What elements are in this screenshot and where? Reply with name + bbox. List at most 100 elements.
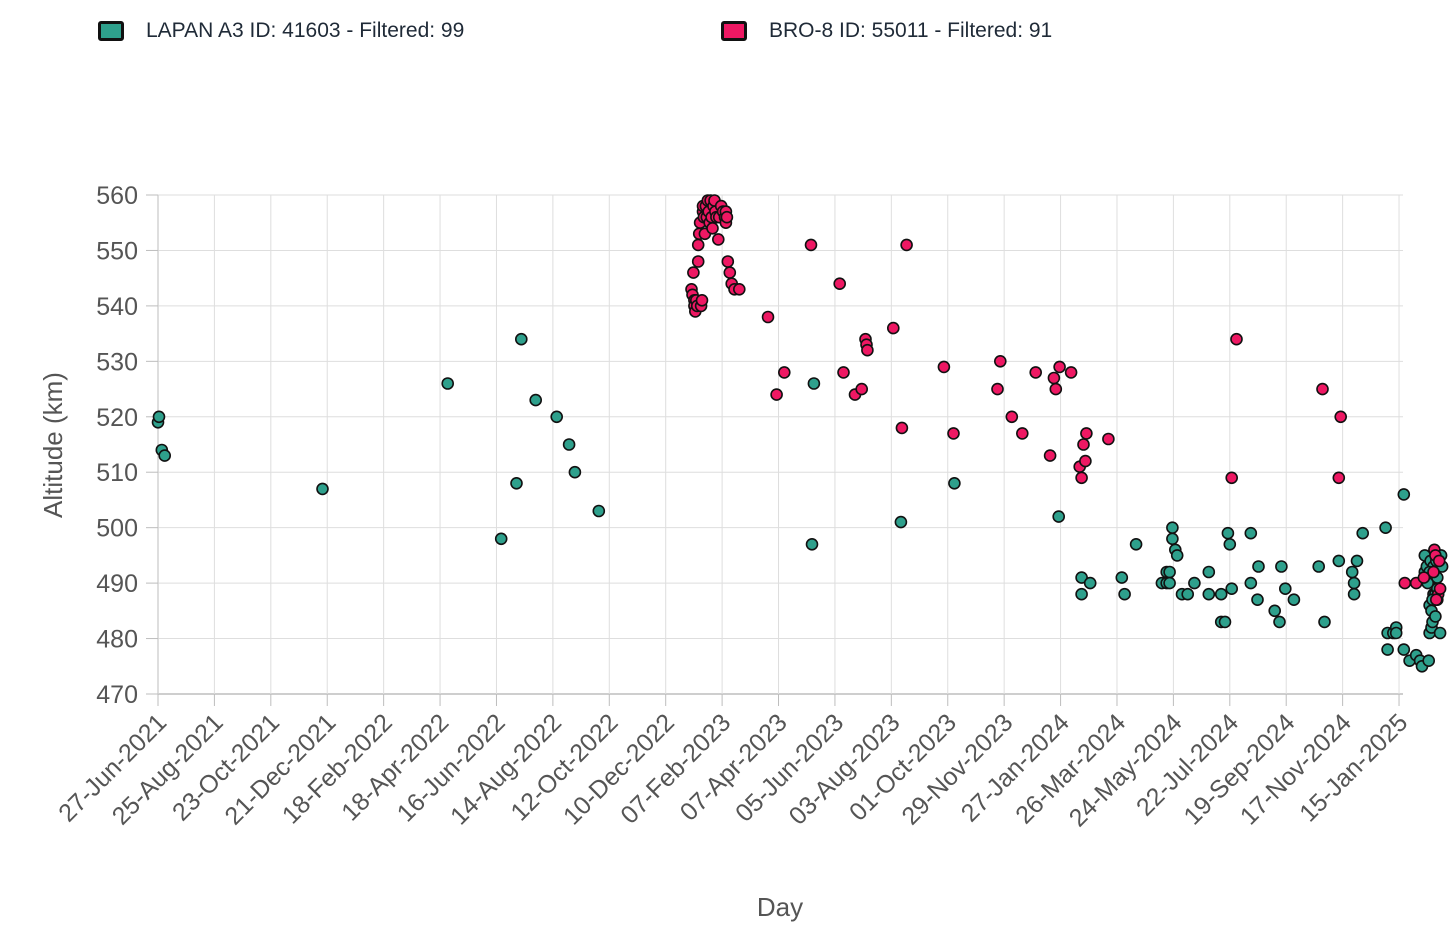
data-point[interactable] [494, 532, 508, 546]
data-point[interactable] [1345, 565, 1359, 579]
data-point[interactable] [804, 238, 818, 252]
data-point[interactable] [592, 504, 606, 518]
data-point[interactable] [1225, 471, 1238, 485]
data-point[interactable] [993, 354, 1007, 368]
data-point[interactable] [894, 515, 908, 529]
data-point[interactable] [1275, 560, 1288, 573]
data-point[interactable] [837, 366, 850, 379]
data-point[interactable] [1163, 576, 1176, 590]
data-point[interactable] [1429, 610, 1442, 623]
legend-item-bro-8[interactable]: BRO-8 ID: 55011 - Filtered: 91 [721, 16, 1052, 46]
data-point[interactable] [1064, 366, 1078, 379]
data-point[interactable] [1427, 565, 1440, 579]
data-point[interactable] [895, 421, 909, 435]
data-point[interactable] [1244, 576, 1258, 590]
data-point[interactable] [1389, 626, 1403, 640]
data-point[interactable] [441, 377, 455, 390]
legend-item-lapan-a3[interactable]: LAPAN A3 ID: 41603 - Filtered: 99 [98, 16, 464, 46]
data-point[interactable] [761, 310, 775, 324]
data-point[interactable] [861, 343, 874, 357]
data-point[interactable] [1214, 587, 1228, 601]
data-point[interactable] [316, 482, 329, 496]
data-point[interactable] [568, 465, 582, 479]
data-point[interactable] [1029, 366, 1042, 379]
data-point[interactable] [1075, 587, 1088, 601]
data-point[interactable] [1347, 576, 1361, 590]
data-point[interactable] [1268, 604, 1281, 618]
data-point[interactable] [1433, 626, 1447, 640]
data-point[interactable] [1202, 587, 1216, 601]
data-point[interactable] [1181, 587, 1194, 601]
data-point[interactable] [1075, 571, 1088, 584]
data-point[interactable] [1077, 438, 1090, 451]
data-point[interactable] [1049, 382, 1063, 396]
data-point[interactable] [1223, 537, 1237, 551]
data-point[interactable] [1417, 571, 1431, 584]
data-point[interactable] [1273, 615, 1286, 629]
data-point[interactable] [991, 382, 1004, 396]
data-point[interactable] [1118, 587, 1131, 601]
data-point[interactable] [1430, 593, 1443, 607]
data-point[interactable] [1083, 576, 1097, 590]
data-point[interactable] [1381, 643, 1394, 656]
data-point[interactable] [732, 282, 746, 296]
data-point[interactable] [1252, 560, 1265, 573]
data-point[interactable] [948, 476, 961, 490]
data-point[interactable] [947, 427, 960, 440]
data-point[interactable] [510, 476, 523, 490]
data-point[interactable] [158, 449, 171, 462]
data-point[interactable] [1332, 554, 1346, 568]
data-point[interactable] [1005, 410, 1019, 424]
data-point[interactable] [1318, 615, 1331, 629]
data-point[interactable] [1251, 593, 1264, 607]
data-point[interactable] [1102, 432, 1115, 446]
data-point[interactable] [833, 277, 847, 291]
data-point[interactable] [1053, 360, 1066, 374]
data-point[interactable] [805, 537, 819, 551]
data-point[interactable] [1115, 571, 1129, 584]
data-point[interactable] [1230, 332, 1243, 346]
data-point[interactable] [1422, 654, 1435, 668]
data-point[interactable] [1312, 560, 1325, 573]
data-point[interactable] [1379, 521, 1392, 535]
data-point[interactable] [777, 366, 791, 379]
data-point[interactable] [1225, 582, 1238, 596]
data-point[interactable] [886, 321, 900, 335]
data-point[interactable] [1202, 565, 1216, 579]
data-point[interactable] [711, 233, 725, 246]
data-point[interactable] [1356, 526, 1369, 540]
data-point[interactable] [152, 410, 166, 424]
data-point[interactable] [1188, 576, 1201, 590]
data-point[interactable] [1170, 549, 1184, 562]
data-point[interactable] [529, 393, 543, 407]
data-point[interactable] [1075, 471, 1088, 485]
data-point[interactable] [1221, 526, 1235, 540]
data-point[interactable] [900, 238, 913, 252]
data-point[interactable] [1080, 427, 1093, 440]
data-point[interactable] [1244, 526, 1258, 540]
data-point[interactable] [1166, 532, 1179, 546]
data-point[interactable] [1047, 371, 1061, 385]
data-point[interactable] [1433, 582, 1447, 596]
data-point[interactable] [723, 266, 737, 279]
data-point[interactable] [1397, 643, 1411, 656]
data-point[interactable] [721, 255, 735, 268]
data-point[interactable] [1350, 554, 1364, 568]
data-point[interactable] [1316, 382, 1329, 396]
data-point[interactable] [855, 382, 869, 396]
data-point[interactable] [1397, 488, 1411, 501]
data-point[interactable] [937, 360, 951, 374]
data-point[interactable] [1398, 576, 1412, 590]
data-point[interactable] [1218, 615, 1232, 629]
data-point[interactable] [687, 266, 700, 279]
data-point[interactable] [1079, 454, 1092, 468]
data-point[interactable] [550, 410, 564, 424]
data-point[interactable] [1432, 554, 1446, 568]
data-point[interactable] [1129, 537, 1143, 551]
data-point[interactable] [770, 388, 783, 401]
data-point[interactable] [691, 238, 705, 252]
data-point[interactable] [1347, 587, 1361, 601]
data-point[interactable] [807, 377, 821, 390]
data-point[interactable] [1015, 427, 1029, 440]
data-point[interactable] [1163, 565, 1176, 579]
